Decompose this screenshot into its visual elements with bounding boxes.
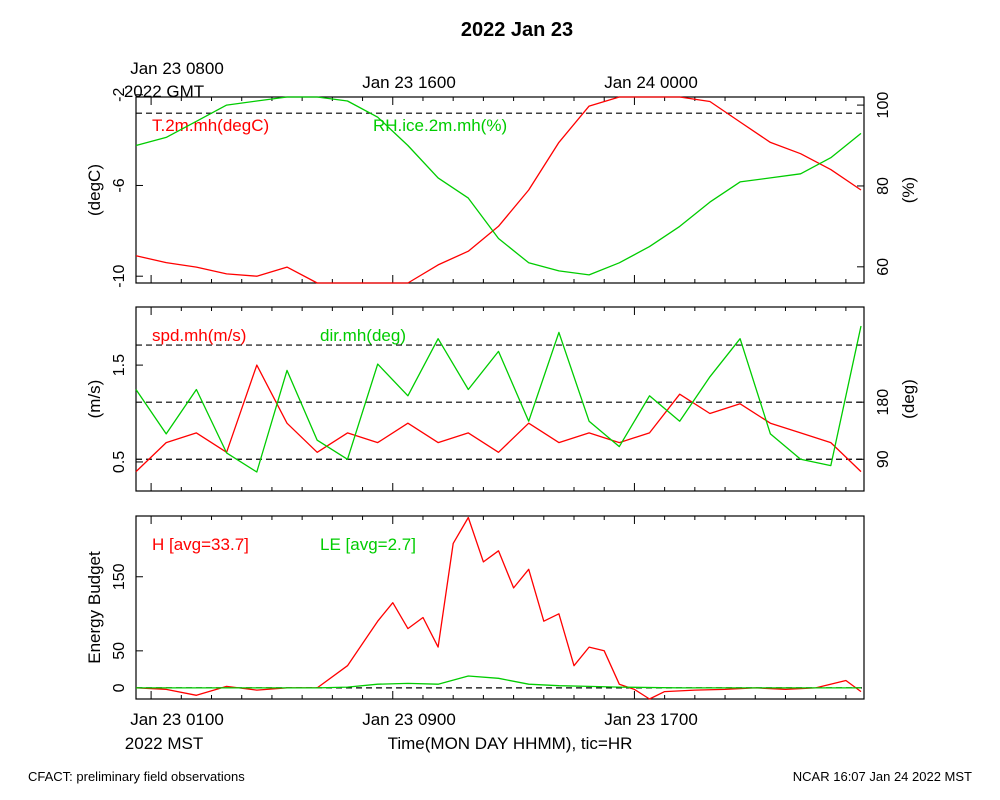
footer-right-stamp: NCAR 16:07 Jan 24 2022 MST: [793, 769, 972, 784]
plot-frame: [135, 306, 865, 492]
series-line-t-2m-mh-degc: [135, 96, 862, 284]
series-line-rh-ice-2m-mh: [135, 96, 862, 276]
y-tick-label-left: 150: [111, 563, 128, 590]
bottom-axis-first-label: Jan 23 0100: [130, 710, 224, 729]
panel-energy-budget: 0 50 150 Energy Budget H [avg=33.7] LE [avg=2…: [85, 515, 865, 700]
y-axis-label-right: (deg): [899, 379, 918, 419]
top-axis-label: Jan 24 0000: [604, 73, 698, 92]
bottom-axis-label: Jan 23 1700: [604, 710, 698, 729]
legend-label: RH.ice.2m.mh(%): [373, 116, 507, 135]
y-tick-label-right: 60: [875, 258, 892, 276]
plot-frame: [135, 96, 865, 284]
y-tick-label-left: -10: [111, 265, 128, 288]
series-line-dir-mh-deg: [135, 325, 862, 473]
series-line-spd-mh-m-s: [135, 364, 862, 473]
y-axis-label-left: (degC): [85, 164, 104, 216]
bottom-axis-first-label-line2: 2022 MST: [125, 734, 203, 753]
legend-label: spd.mh(m/s): [152, 326, 246, 345]
x-axis-title: Time(MON DAY HHMM), tic=HR: [388, 734, 633, 753]
panel-temperature-rh: -2 -6 -10 (degC) 100 80 60 (%) T.2m.mh(degC) RH.i…: [85, 88, 918, 288]
y-axis-label-left: Energy Budget: [85, 551, 104, 664]
series-line-le-avg-2-7: [136, 675, 861, 689]
bottom-axis-label: Jan 23 0900: [362, 710, 456, 729]
legend-label: H [avg=33.7]: [152, 535, 249, 554]
top-axis-first-label-line2: 2022 GMT: [124, 82, 204, 101]
legend-label: T.2m.mh(degC): [152, 116, 269, 135]
y-tick-label-left: 1.5: [111, 354, 128, 376]
y-tick-label-left: 0.5: [111, 451, 128, 473]
panel-wind: 0.5 1.5 (m/s) 90 180 (deg) spd.mh(m/s) dir.mh(d…: [85, 306, 918, 492]
y-tick-label-left: -2: [111, 88, 128, 102]
y-tick-label-left: -6: [111, 178, 128, 192]
y-tick-label-right: 80: [875, 177, 892, 195]
footer-left-note: CFACT: preliminary field observations: [28, 769, 245, 784]
plot-frame: [135, 515, 865, 700]
y-tick-label-left: 0: [111, 683, 128, 692]
y-axis-label-left: (m/s): [85, 380, 104, 419]
y-tick-label-right: 90: [875, 450, 892, 468]
legend-label: LE [avg=2.7]: [320, 535, 416, 554]
y-tick-label-left: 50: [111, 642, 128, 660]
chart-title: 2022 Jan 23: [461, 19, 573, 41]
y-tick-label-right: 100: [875, 92, 892, 119]
top-axis-label: Jan 23 1600: [362, 73, 456, 92]
top-axis-first-label: Jan 23 0800: [130, 59, 224, 78]
y-tick-label-right: 180: [875, 389, 892, 416]
y-axis-label-right: (%): [899, 177, 918, 203]
legend-label: dir.mh(deg): [320, 326, 406, 345]
